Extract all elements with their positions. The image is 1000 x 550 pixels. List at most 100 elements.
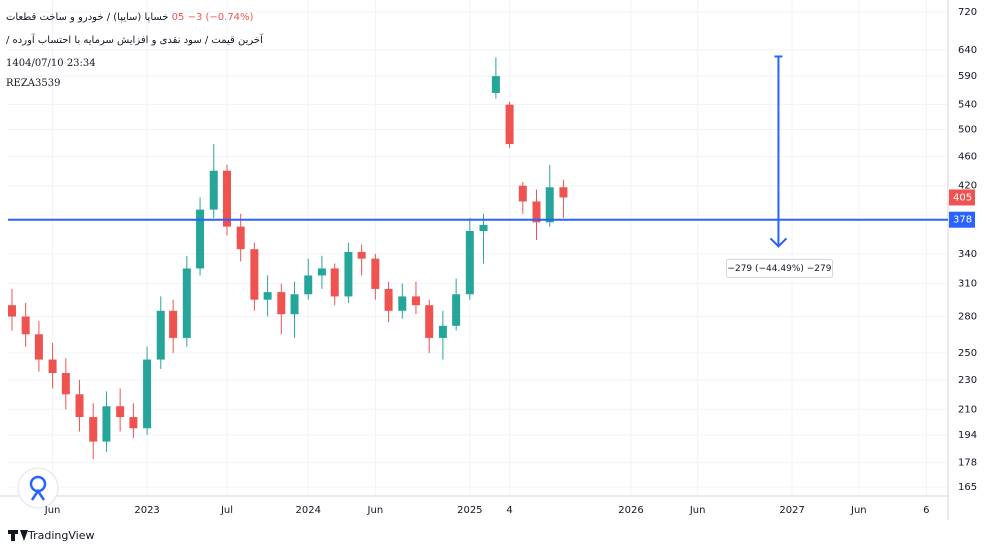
candle xyxy=(48,342,57,389)
candle xyxy=(371,253,380,300)
y-tick-label: 280 xyxy=(958,312,977,323)
candle-body xyxy=(398,296,407,311)
candle xyxy=(209,144,218,219)
candle-body xyxy=(344,251,353,297)
candle-body xyxy=(479,224,488,231)
y-tick-label: 540 xyxy=(958,100,977,111)
candle-body xyxy=(532,201,541,223)
candle xyxy=(545,164,554,227)
candle-body xyxy=(156,310,165,360)
candle-body xyxy=(89,417,98,442)
candle-body xyxy=(411,296,420,306)
x-tick-label: 4 xyxy=(506,505,512,516)
candle-body xyxy=(263,292,272,300)
candle-body xyxy=(196,209,205,269)
candle xyxy=(89,403,98,460)
candle-body xyxy=(75,394,84,418)
candle xyxy=(250,242,259,311)
y-tick-label: 640 xyxy=(958,45,977,56)
candle xyxy=(438,310,447,360)
candle xyxy=(384,281,393,323)
candle xyxy=(304,258,313,300)
candle-body xyxy=(559,187,568,198)
candle-body xyxy=(317,268,326,276)
x-tick-label: Jul xyxy=(220,505,233,516)
candle xyxy=(330,263,339,306)
candle-body xyxy=(491,76,500,93)
candle xyxy=(465,218,474,300)
y-tick-label: 210 xyxy=(958,404,977,415)
candle xyxy=(129,403,138,439)
candle-body xyxy=(102,406,111,442)
timestamp: 1404/07/10 23:34 xyxy=(6,58,96,69)
y-tick-label: 194 xyxy=(958,430,977,441)
candle-body xyxy=(129,417,138,429)
candle xyxy=(222,164,231,236)
candle xyxy=(7,288,16,331)
candle-body xyxy=(545,187,554,223)
x-tick-label: 2026 xyxy=(618,505,643,516)
candle xyxy=(344,242,353,303)
x-tick-label: 2027 xyxy=(779,505,804,516)
candle xyxy=(75,379,84,432)
y-tick-label: 590 xyxy=(958,71,977,82)
candle xyxy=(518,181,527,214)
subtitle: آخرین قیمت / سود نقدی و افزایش سرمایه با… xyxy=(6,35,263,46)
y-tick-label: 178 xyxy=(958,458,977,469)
header-line: خساپا (سایپا) / خودرو و ساخت قطعات 05 −3… xyxy=(6,12,253,23)
candle xyxy=(357,244,366,276)
candle xyxy=(34,321,43,372)
candle-body xyxy=(61,373,70,395)
y-tick-label: 310 xyxy=(958,279,977,290)
candle xyxy=(317,255,326,289)
price-line-label: 378 xyxy=(953,215,972,226)
x-tick-label: Jun xyxy=(367,505,384,516)
candle-body xyxy=(371,258,380,289)
candle-body xyxy=(384,288,393,311)
candle-body xyxy=(357,251,366,259)
candle xyxy=(411,281,420,315)
x-tick-label: Jun xyxy=(44,505,61,516)
candle xyxy=(398,283,407,319)
candle xyxy=(532,189,541,240)
candle xyxy=(491,57,500,99)
y-tick-label: 500 xyxy=(958,124,977,135)
candle xyxy=(452,278,461,331)
candle xyxy=(143,346,152,435)
candle-body xyxy=(236,226,245,250)
candle-body xyxy=(222,170,231,227)
y-tick-label: 340 xyxy=(958,249,977,260)
measure-arrowhead xyxy=(769,237,788,248)
candle xyxy=(505,101,514,149)
candle xyxy=(169,299,178,354)
candle-body xyxy=(48,359,57,374)
candle-body xyxy=(21,316,30,335)
candle-body xyxy=(304,275,313,295)
y-tick-label: 165 xyxy=(958,482,977,493)
candle xyxy=(559,179,568,219)
candle-body xyxy=(34,334,43,360)
candle-body xyxy=(182,268,191,338)
candle xyxy=(196,197,205,276)
candle-body xyxy=(425,305,434,338)
candle xyxy=(21,302,30,347)
candle-body xyxy=(7,305,16,317)
change: 05 −3 (−0.74%) xyxy=(171,12,254,23)
candle-body xyxy=(518,185,527,202)
last-price-tag xyxy=(949,189,975,206)
plot xyxy=(7,0,948,495)
candle-body xyxy=(452,294,461,326)
candle-body xyxy=(290,294,299,315)
x-tick-label: 6 xyxy=(923,505,929,516)
author: REZA3539 xyxy=(6,78,61,89)
brand-icon xyxy=(8,530,28,541)
y-tick-label: 420 xyxy=(958,181,977,192)
measure-label: −279 (−44.49%) −279 xyxy=(727,264,831,274)
candle-body xyxy=(116,406,125,418)
candle-body xyxy=(465,230,474,295)
y-tick-label: 460 xyxy=(958,151,977,162)
price-line-tag xyxy=(949,211,975,228)
candle xyxy=(61,358,70,410)
